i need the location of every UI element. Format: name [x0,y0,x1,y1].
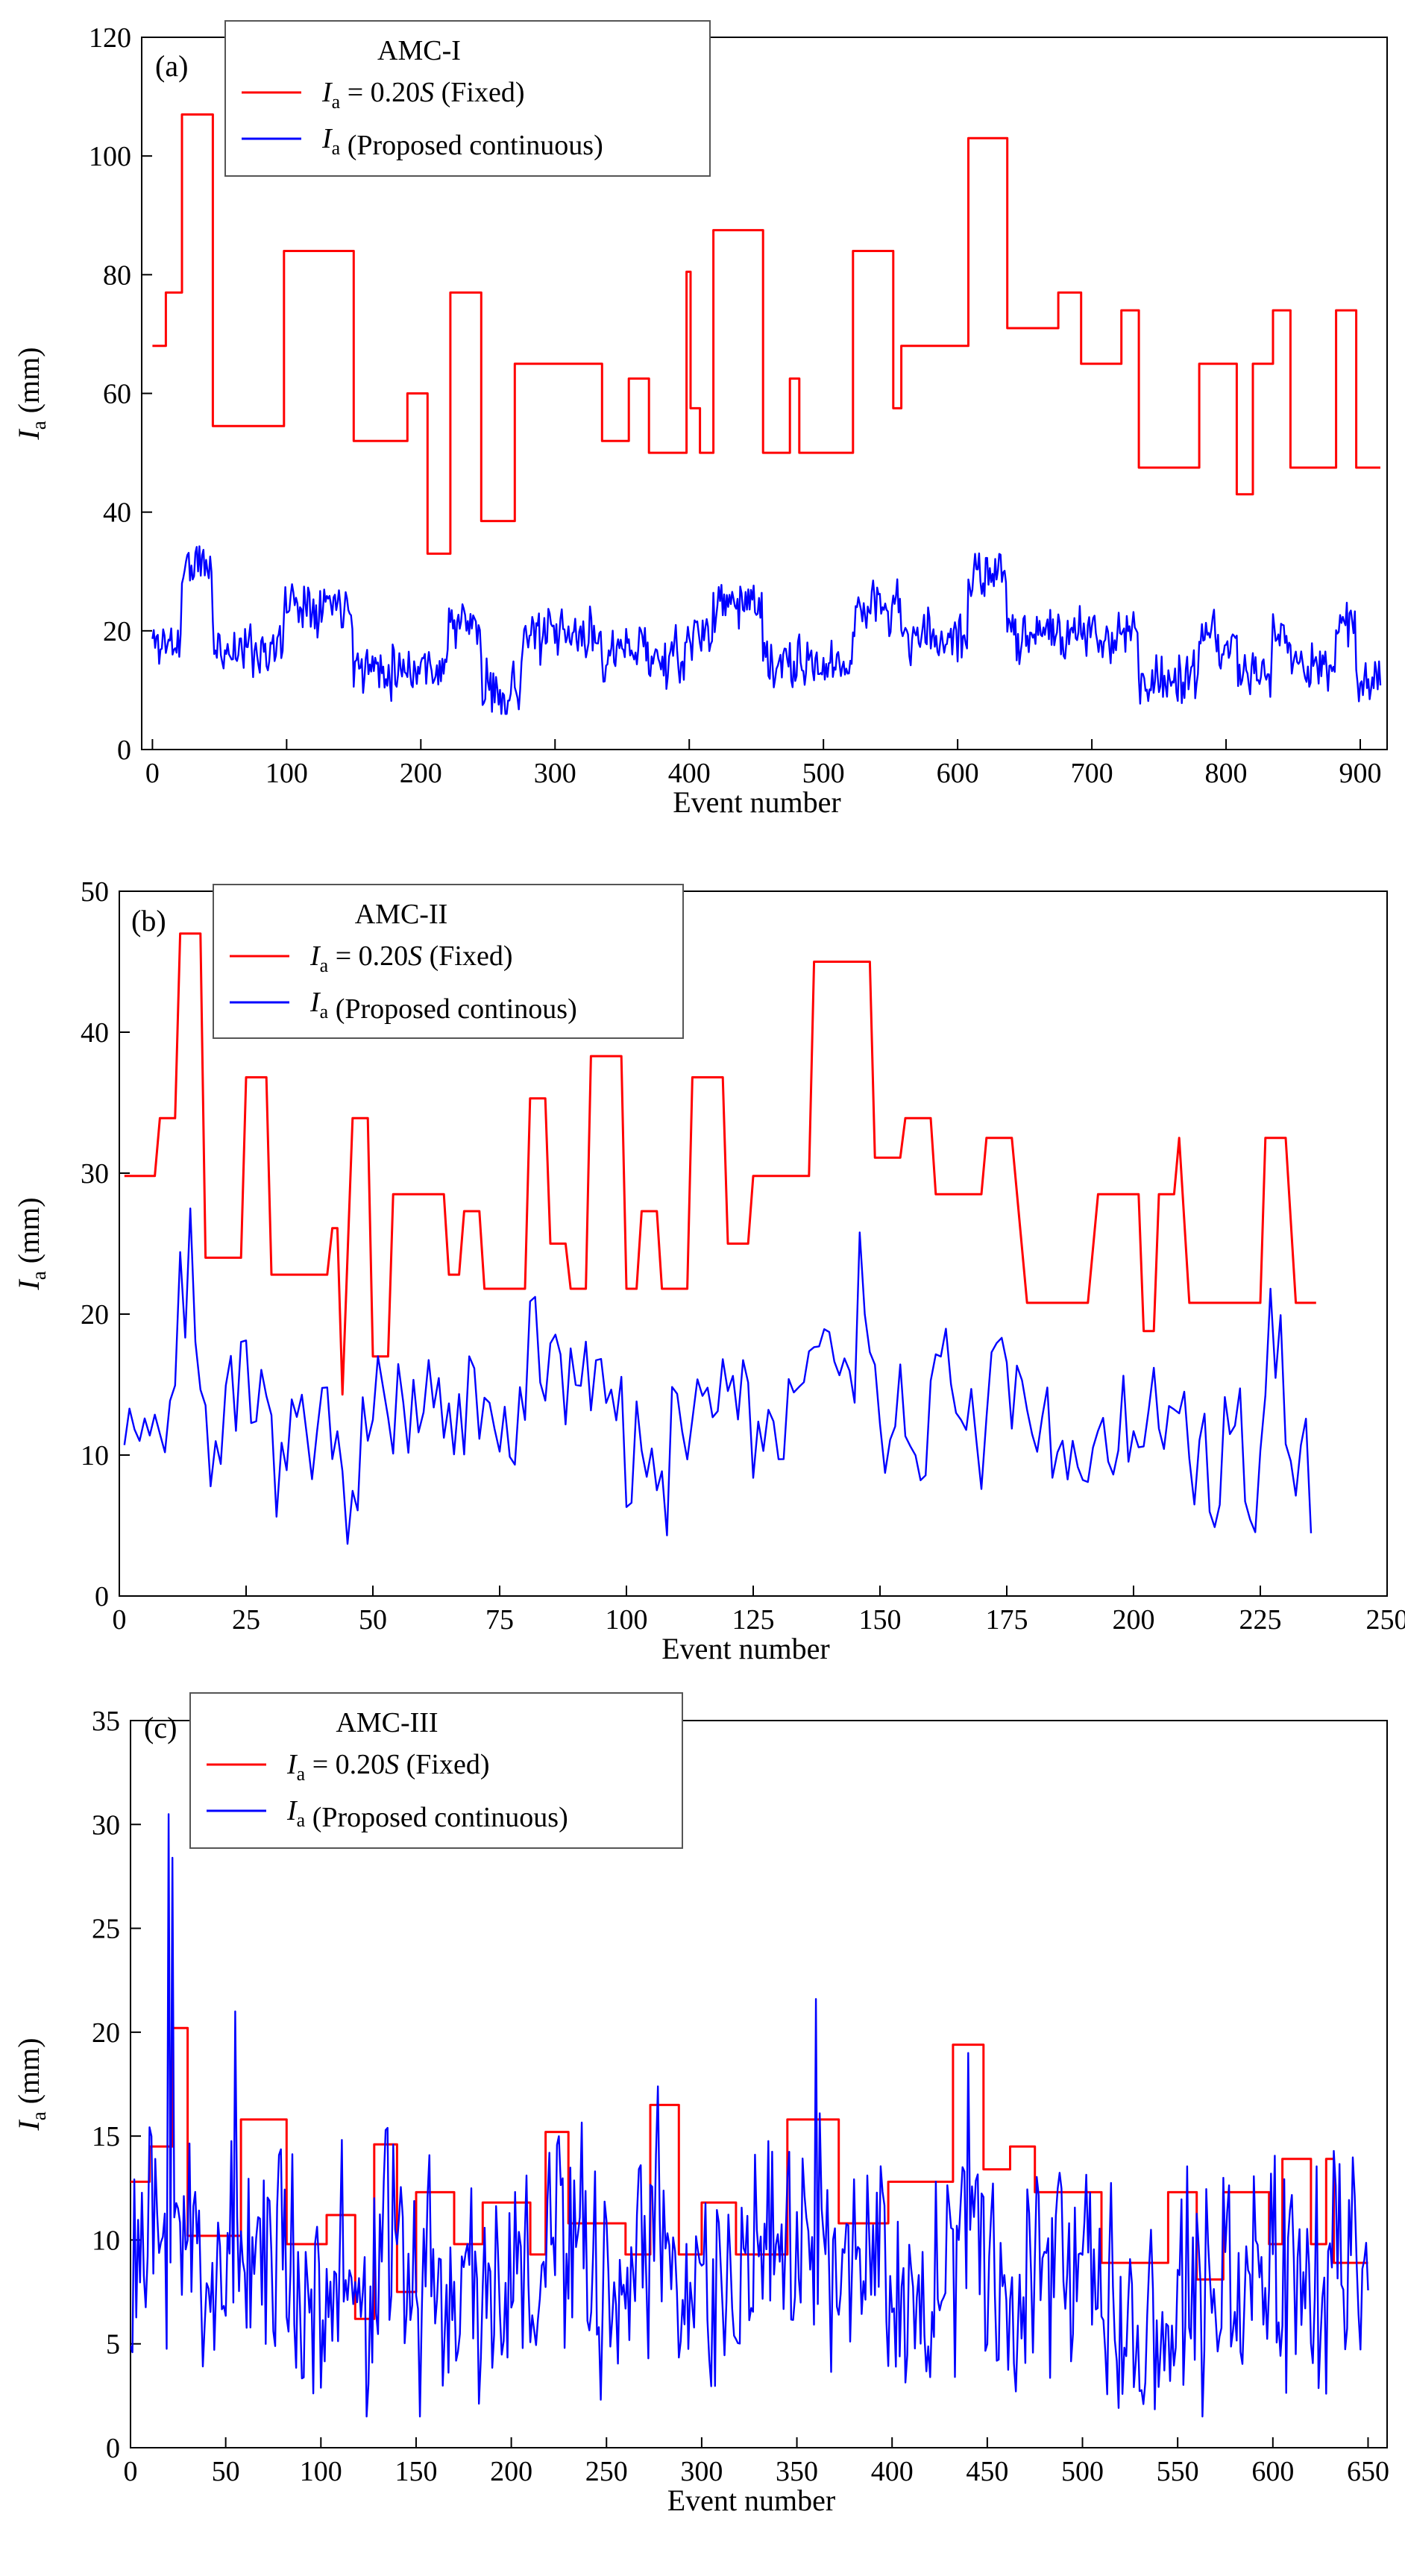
y-axis-label: Ia (mm) [12,2038,50,2131]
x-tick-label: 200 [490,2456,532,2487]
x-tick-label: 800 [1205,758,1248,789]
x-tick-label: 50 [359,1604,387,1636]
x-tick-label: 250 [1366,1604,1405,1636]
legend-title: AMC-I [377,35,461,66]
series-line-fixed [152,113,1380,555]
x-tick-label: 75 [485,1604,514,1636]
legend: AMC-II Ia = 0.20S (Fixed) Ia (Proposed con… [213,884,684,1039]
x-tick-label: 100 [606,1604,648,1636]
x-tick-label: 50 [212,2456,240,2487]
x-tick-label: 150 [395,2456,437,2487]
legend: AMC-I Ia = 0.20S (Fixed) Ia (Proposed cont… [224,20,711,177]
x-tick-label: 600 [937,758,979,789]
x-tick-label: 500 [802,758,845,789]
legend-box [224,20,711,177]
x-tick-label: 200 [1113,1604,1155,1636]
panel-label: (b) [131,904,166,937]
y-tick-label: 20 [103,616,131,647]
legend-entry-fixed: Ia = 0.20S (Fixed) [286,1749,490,1785]
x-tick-label: 500 [1061,2456,1104,2487]
x-tick-label: 350 [776,2456,818,2487]
chart-panel-c: 0 50 100 150 200 250 300 350 400 450 500 550 600 650 0… [12,1692,1389,2517]
legend-entry-fixed: Ia = 0.20S (Fixed) [309,940,513,976]
y-tick-label: 0 [106,2433,120,2464]
y-tick-label: 20 [81,1299,109,1331]
y-tick-label: 10 [92,2225,120,2256]
legend-title: AMC-III [336,1707,438,1738]
legend-box [213,884,684,1039]
x-axis-label: Event number [673,785,841,819]
x-tick-label: 125 [732,1604,775,1636]
y-tick-label: 15 [92,2121,120,2152]
legend-title: AMC-II [355,899,448,930]
x-tick-label: 0 [113,1604,127,1636]
legend-entry-fixed: Ia = 0.20S (Fixed) [321,77,525,113]
x-tick-label: 650 [1347,2456,1389,2487]
y-tick-label: 100 [89,141,131,172]
y-tick-label: 40 [103,497,131,529]
legend: AMC-III Ia = 0.20S (Fixed) Ia (Proposed co… [189,1692,683,1849]
y-tick-label: 60 [103,379,131,410]
x-tick-label: 200 [400,758,442,789]
x-tick-label: 175 [986,1604,1028,1636]
x-tick-label: 900 [1339,758,1382,789]
series-line-proposed [123,1207,1313,1545]
y-tick-label: 10 [81,1440,109,1471]
x-tick-label: 100 [300,2456,342,2487]
x-axis-label: Event number [667,2484,836,2517]
x-tick-label: 0 [124,2456,138,2487]
x-tick-label: 600 [1251,2456,1294,2487]
y-tick-label: 120 [89,22,131,54]
x-tick-label: 0 [145,758,160,789]
x-tick-label: 550 [1157,2456,1199,2487]
x-tick-label: 700 [1071,758,1113,789]
y-tick-label: 35 [92,1706,120,1737]
x-tick-label: 100 [265,758,308,789]
series-line-proposed [131,1813,1369,2418]
x-tick-label: 400 [668,758,711,789]
legend-box [189,1692,683,1849]
x-tick-label: 400 [871,2456,914,2487]
x-tick-label: 25 [232,1604,260,1636]
legend-entry-proposed: Ia (Proposed continuous) [286,1795,568,1833]
legend-entry-proposed: Ia (Proposed continuous) [321,123,603,161]
y-tick-label: 50 [81,876,109,908]
x-tick-label: 225 [1239,1604,1282,1636]
plot-frame [130,1720,1388,2448]
panel-label: (c) [144,1711,177,1744]
x-tick-label: 150 [859,1604,902,1636]
series-line-fixed [124,932,1316,1396]
y-tick-label: 40 [81,1017,109,1049]
x-tick-label: 450 [966,2456,1008,2487]
x-axis-label: Event number [661,1632,830,1665]
series-line-fixed [131,2026,1368,2320]
y-tick-label: 80 [103,260,131,291]
chart-panel-a: 0 100 200 300 400 500 600 700 800 900 0 20 40 60 80 100… [12,20,1388,819]
series-line-proposed [151,545,1382,715]
y-tick-label: 30 [92,1809,120,1841]
chart-panel-b: 0 25 50 75 100 125 150 175 200 225 250 0 10 20 30 40 50 E… [12,876,1405,1665]
y-tick-label: 0 [117,735,131,766]
x-tick-label: 300 [680,2456,723,2487]
x-tick-label: 250 [585,2456,628,2487]
y-tick-label: 25 [92,1914,120,1945]
y-tick-label: 0 [95,1581,109,1612]
y-axis-label: Ia (mm) [12,1197,50,1290]
y-tick-label: 30 [81,1158,109,1190]
y-axis-label: Ia (mm) [12,347,50,440]
y-tick-label: 20 [92,2017,120,2049]
x-tick-label: 300 [534,758,576,789]
y-tick-label: 5 [106,2329,120,2360]
legend-entry-proposed: Ia (Proposed continous) [309,987,577,1025]
panel-label: (a) [155,49,188,83]
